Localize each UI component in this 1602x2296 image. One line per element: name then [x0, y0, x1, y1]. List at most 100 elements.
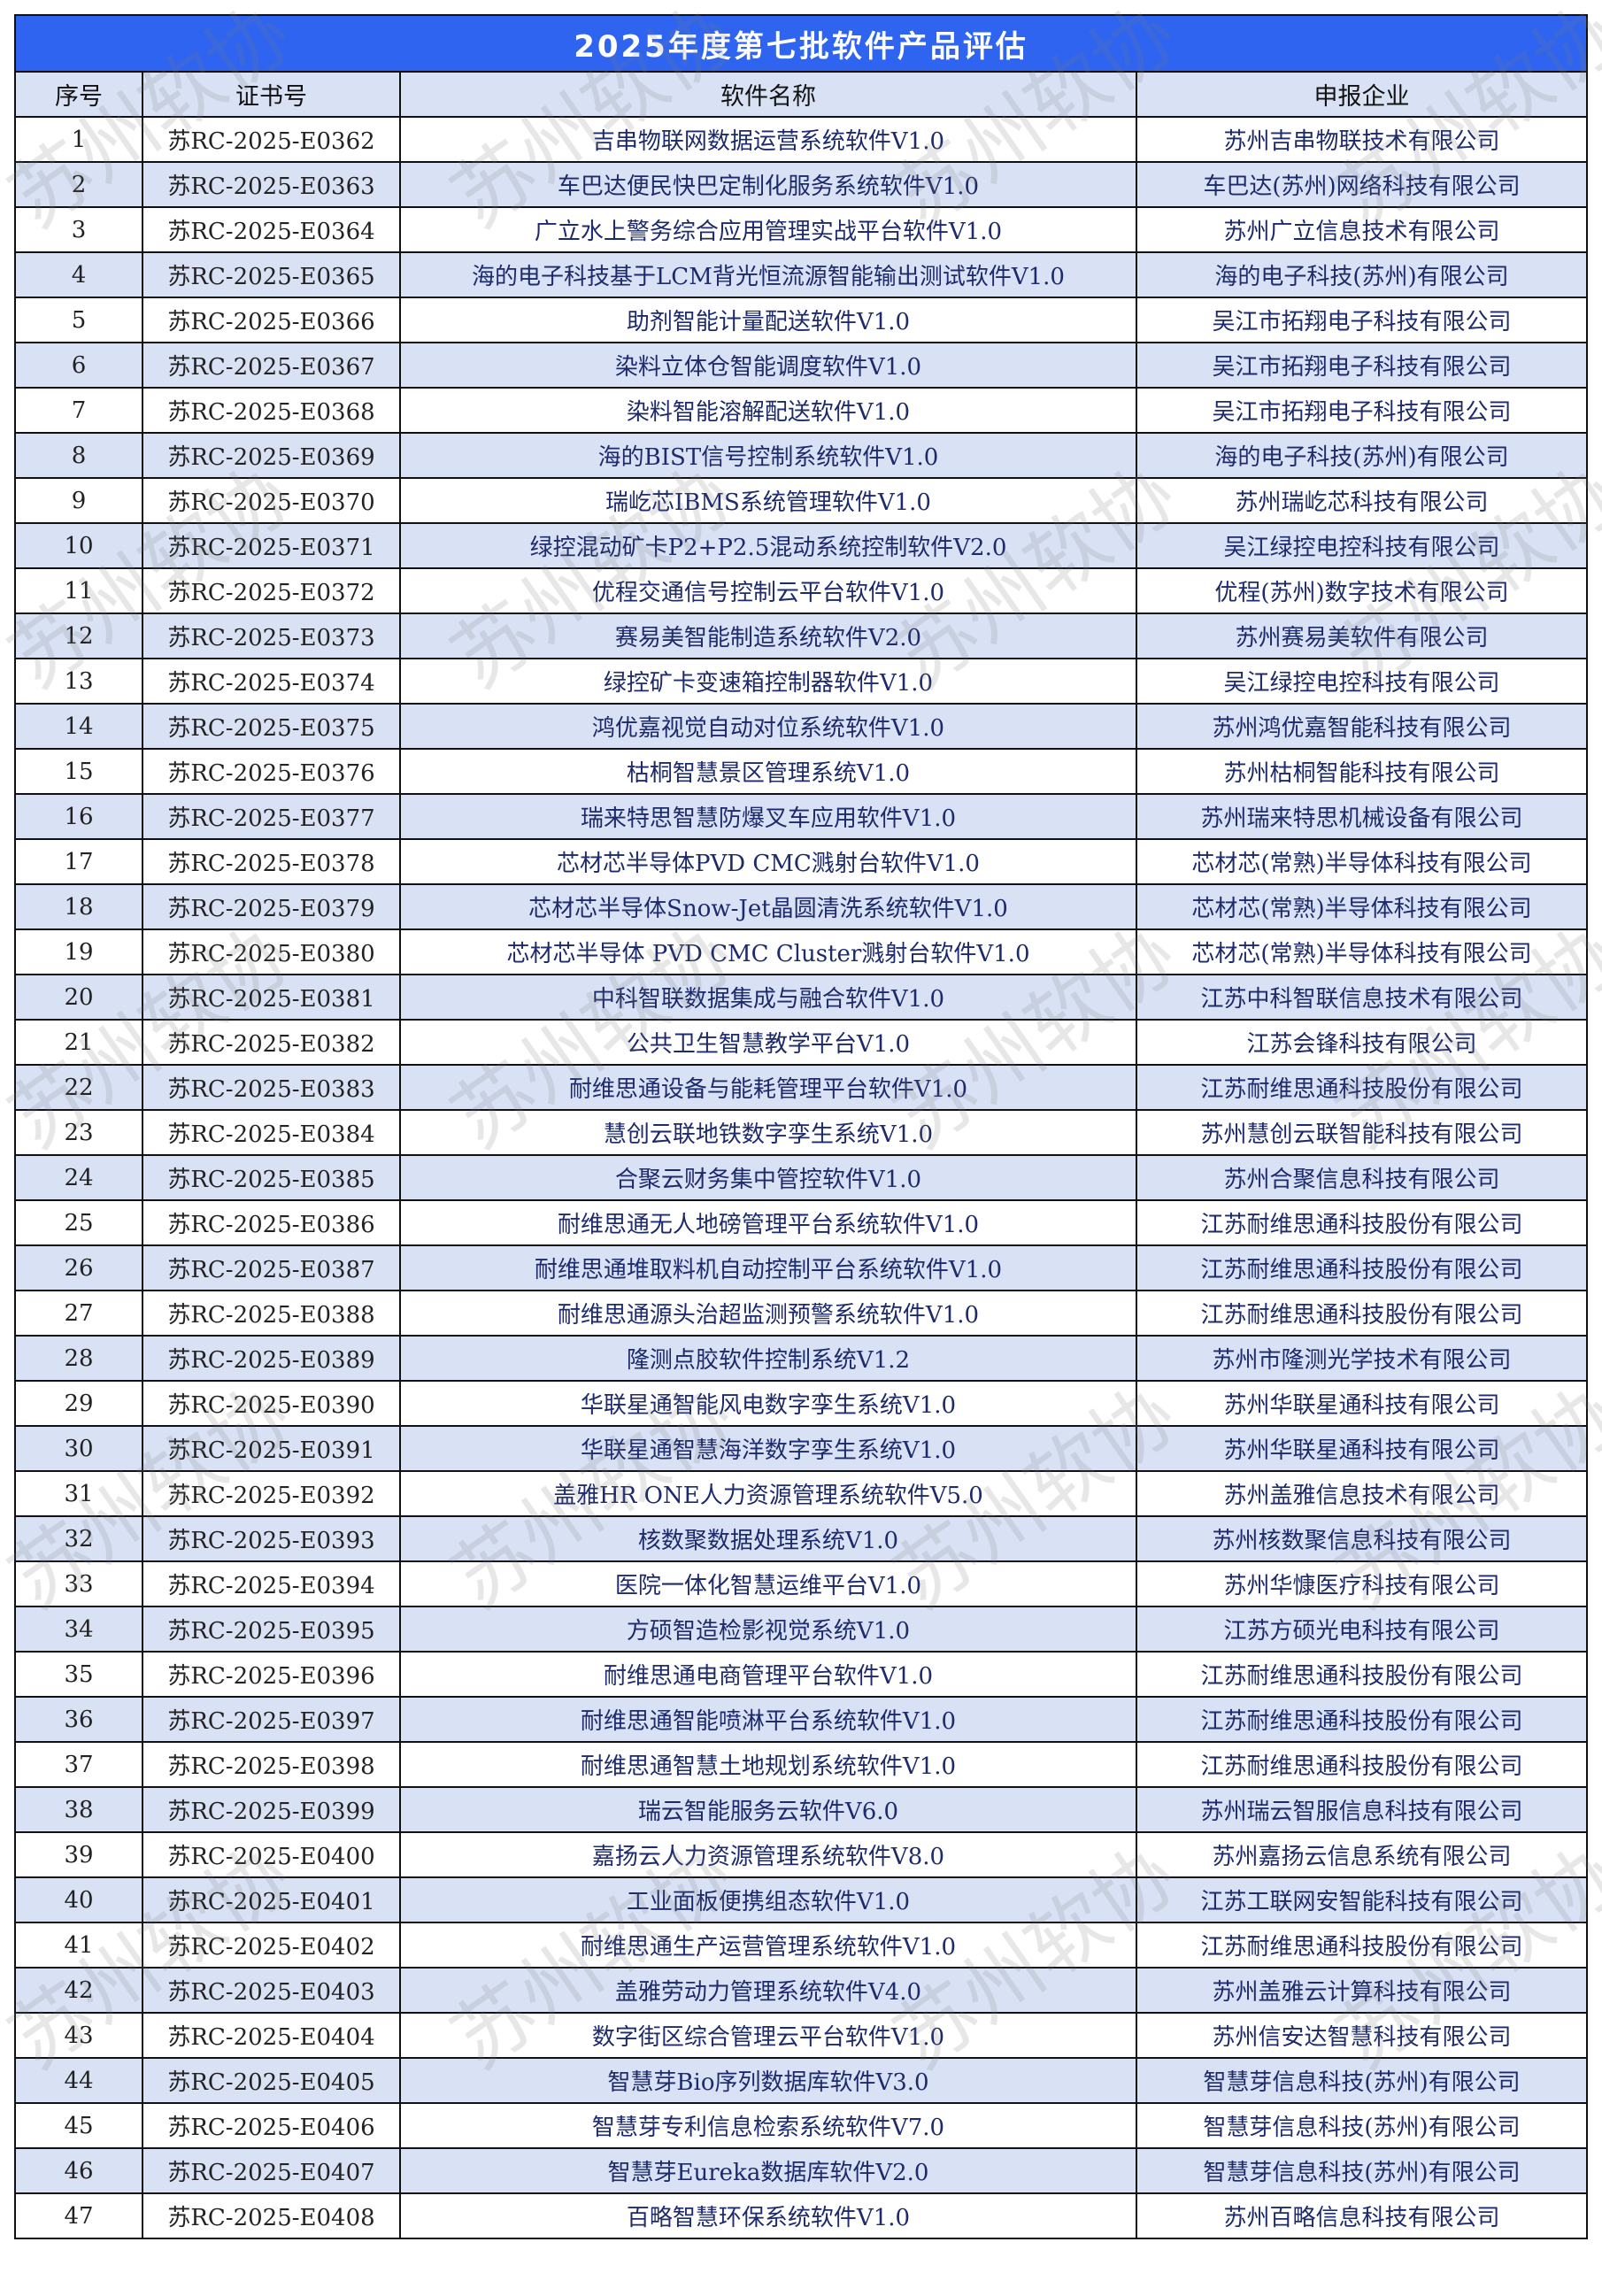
cell-index: 15 [14, 748, 143, 795]
cell-certificate: 苏RC-2025-E0399 [142, 1786, 401, 1833]
cell-index: 21 [14, 1019, 143, 1066]
cell-certificate: 苏RC-2025-E0386 [142, 1199, 401, 1246]
cell-software-name: 智慧芽专利信息检索系统软件V7.0 [399, 2102, 1137, 2149]
header-index: 序号 [14, 71, 143, 118]
cell-index: 39 [14, 1831, 143, 1878]
table-title: 2025年度第七批软件产品评估 [13, 14, 1589, 73]
cell-software-name: 公共卫生智慧教学平台V1.0 [399, 1019, 1137, 1066]
cell-certificate: 苏RC-2025-E0362 [142, 116, 401, 163]
cell-certificate: 苏RC-2025-E0390 [142, 1380, 401, 1427]
cell-index: 2 [14, 161, 143, 208]
cell-certificate: 苏RC-2025-E0378 [142, 838, 401, 885]
cell-company: 吴江市拓翔电子科技有限公司 [1135, 342, 1589, 389]
cell-company: 苏州合聚信息科技有限公司 [1135, 1154, 1589, 1201]
cell-software-name: 耐维思通源头治超监测预警系统软件V1.0 [399, 1290, 1137, 1337]
cell-certificate: 苏RC-2025-E0371 [142, 522, 401, 569]
cell-software-name: 海的电子科技基于LCM背光恒流源智能输出测试软件V1.0 [399, 251, 1137, 298]
cell-software-name: 医院一体化智慧运维平台V1.0 [399, 1560, 1137, 1607]
cell-company: 芯材芯(常熟)半导体科技有限公司 [1135, 928, 1589, 975]
cell-software-name: 嘉扬云人力资源管理系统软件V8.0 [399, 1831, 1137, 1878]
cell-company: 江苏耐维思通科技股份有限公司 [1135, 1290, 1589, 1337]
cell-certificate: 苏RC-2025-E0391 [142, 1425, 401, 1472]
cell-software-name: 盖雅HR ONE人力资源管理系统软件V5.0 [399, 1470, 1137, 1517]
table-row: 18 苏RC-2025-E0379 芯材芯半导体Snow-Jet晶圆清洗系统软件V1… [14, 883, 1589, 930]
cell-certificate: 苏RC-2025-E0406 [142, 2102, 401, 2149]
cell-software-name: 瑞屹芯IBMS系统管理软件V1.0 [399, 477, 1137, 524]
table-row: 28 苏RC-2025-E0389 隆测点胶软件控制系统V1.2 苏州市隆测光学技术有… [14, 1335, 1589, 1382]
header-company: 申报企业 [1135, 71, 1589, 118]
cell-index: 12 [14, 613, 143, 659]
cell-company: 苏州市隆测光学技术有限公司 [1135, 1335, 1589, 1382]
table-row: 39 苏RC-2025-E0400 嘉扬云人力资源管理系统软件V8.0 苏州嘉扬云信息… [14, 1831, 1589, 1878]
cell-index: 32 [14, 1515, 143, 1562]
cell-certificate: 苏RC-2025-E0380 [142, 928, 401, 975]
cell-index: 18 [14, 883, 143, 930]
header-certificate: 证书号 [142, 71, 401, 118]
cell-software-name: 助剂智能计量配送软件V1.0 [399, 297, 1137, 343]
cell-software-name: 优程交通信号控制云平台软件V1.0 [399, 567, 1137, 614]
cell-certificate: 苏RC-2025-E0366 [142, 297, 401, 343]
cell-software-name: 海的BIST信号控制系统软件V1.0 [399, 432, 1137, 479]
table-row: 38 苏RC-2025-E0399 瑞云智能服务云软件V6.0 苏州瑞云智服信息科技有… [14, 1786, 1589, 1833]
cell-company: 苏州枯桐智能科技有限公司 [1135, 748, 1589, 795]
cell-company: 海的电子科技(苏州)有限公司 [1135, 432, 1589, 479]
cell-index: 1 [14, 116, 143, 163]
cell-company: 车巴达(苏州)网络科技有限公司 [1135, 161, 1589, 208]
cell-company: 吴江市拓翔电子科技有限公司 [1135, 297, 1589, 343]
header-software-name: 软件名称 [399, 71, 1137, 118]
cell-software-name: 耐维思通智能喷淋平台系统软件V1.0 [399, 1696, 1137, 1743]
cell-certificate: 苏RC-2025-E0382 [142, 1019, 401, 1066]
cell-index: 24 [14, 1154, 143, 1201]
cell-company: 苏州华慷医疗科技有限公司 [1135, 1560, 1589, 1607]
cell-company: 江苏会锋科技有限公司 [1135, 1019, 1589, 1066]
cell-company: 苏州吉串物联技术有限公司 [1135, 116, 1589, 163]
cell-certificate: 苏RC-2025-E0393 [142, 1515, 401, 1562]
cell-index: 22 [14, 1064, 143, 1111]
cell-software-name: 耐维思通电商管理平台软件V1.0 [399, 1651, 1137, 1698]
table-row: 23 苏RC-2025-E0384 慧创云联地铁数字孪生系统V1.0 苏州慧创云联智能… [14, 1109, 1589, 1156]
table-row: 29 苏RC-2025-E0390 华联星通智能风电数字孪生系统V1.0 苏州华联星通… [14, 1380, 1589, 1427]
table-row: 14 苏RC-2025-E0375 鸿优嘉视觉自动对位系统软件V1.0 苏州鸿优嘉智能… [14, 703, 1589, 750]
cell-company: 苏州慧创云联智能科技有限公司 [1135, 1109, 1589, 1156]
table-row: 32 苏RC-2025-E0393 核数聚数据处理系统V1.0 苏州核数聚信息科技有限… [14, 1515, 1589, 1562]
cell-software-name: 方硕智造检影视觉系统V1.0 [399, 1606, 1137, 1653]
cell-index: 17 [14, 838, 143, 885]
cell-software-name: 耐维思通智慧土地规划系统软件V1.0 [399, 1741, 1137, 1788]
cell-certificate: 苏RC-2025-E0370 [142, 477, 401, 524]
table-row: 15 苏RC-2025-E0376 枯桐智慧景区管理系统V1.0 苏州枯桐智能科技有限… [14, 748, 1589, 795]
cell-company: 江苏耐维思通科技股份有限公司 [1135, 1922, 1589, 1969]
cell-index: 42 [14, 1967, 143, 2014]
cell-index: 10 [14, 522, 143, 569]
cell-certificate: 苏RC-2025-E0383 [142, 1064, 401, 1111]
cell-company: 优程(苏州)数字技术有限公司 [1135, 567, 1589, 614]
cell-company: 苏州信安达智慧科技有限公司 [1135, 2012, 1589, 2059]
table-row: 24 苏RC-2025-E0385 合聚云财务集中管控软件V1.0 苏州合聚信息科技有… [14, 1154, 1589, 1201]
cell-company: 苏州赛易美软件有限公司 [1135, 613, 1589, 659]
cell-software-name: 工业面板便携组态软件V1.0 [399, 1876, 1137, 1923]
cell-certificate: 苏RC-2025-E0405 [142, 2057, 401, 2104]
cell-certificate: 苏RC-2025-E0402 [142, 1922, 401, 1969]
cell-software-name: 数字街区综合管理云平台软件V1.0 [399, 2012, 1137, 2059]
cell-software-name: 耐维思通设备与能耗管理平台软件V1.0 [399, 1064, 1137, 1111]
cell-index: 3 [14, 206, 143, 253]
cell-index: 5 [14, 297, 143, 343]
cell-company: 苏州百略信息科技有限公司 [1135, 2192, 1589, 2239]
cell-index: 38 [14, 1786, 143, 1833]
cell-index: 20 [14, 974, 143, 1021]
cell-software-name: 华联星通智能风电数字孪生系统V1.0 [399, 1380, 1137, 1427]
cell-index: 6 [14, 342, 143, 389]
cell-company: 江苏工联网安智能科技有限公司 [1135, 1876, 1589, 1923]
cell-company: 苏州华联星通科技有限公司 [1135, 1380, 1589, 1427]
cell-software-name: 耐维思通无人地磅管理平台系统软件V1.0 [399, 1199, 1137, 1246]
cell-certificate: 苏RC-2025-E0389 [142, 1335, 401, 1382]
table-row: 35 苏RC-2025-E0396 耐维思通电商管理平台软件V1.0 江苏耐维思通科技… [14, 1651, 1589, 1698]
table-row: 44 苏RC-2025-E0405 智慧芽Bio序列数据库软件V3.0 智慧芽信息科技… [14, 2057, 1589, 2104]
cell-index: 47 [14, 2192, 143, 2239]
cell-software-name: 瑞云智能服务云软件V6.0 [399, 1786, 1137, 1833]
table-row: 6 苏RC-2025-E0367 染料立体仓智能调度软件V1.0 吴江市拓翔电子科技有… [14, 342, 1589, 389]
cell-certificate: 苏RC-2025-E0374 [142, 658, 401, 705]
cell-company: 苏州华联星通科技有限公司 [1135, 1425, 1589, 1472]
cell-index: 43 [14, 2012, 143, 2059]
cell-software-name: 芯材芯半导体PVD CMC溅射台软件V1.0 [399, 838, 1137, 885]
header-row: 序号 证书号 软件名称 申报企业 [14, 71, 1589, 118]
